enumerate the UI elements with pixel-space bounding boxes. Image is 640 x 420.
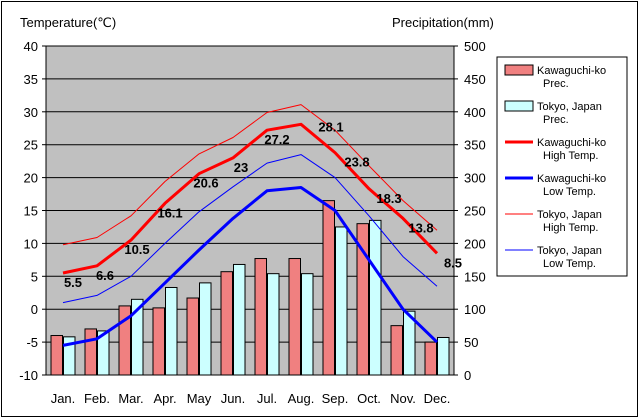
high-temp-label: 10.5 xyxy=(124,242,149,257)
high-temp-label: 20.6 xyxy=(193,176,218,191)
month-label: Dec. xyxy=(424,391,451,406)
left-tick-label: 15 xyxy=(24,204,38,219)
legend-swatch xyxy=(504,100,534,112)
axis-ticks: -10-505101520253035400501001502002503003… xyxy=(19,39,486,406)
month-label: May xyxy=(187,391,212,406)
bar-kawaguchiko-prec xyxy=(152,307,165,376)
high-temp-label: 27.2 xyxy=(264,132,289,147)
grid-lines xyxy=(46,78,454,343)
left-tick-label: 30 xyxy=(24,105,38,120)
legend-label: Kawaguchi-ko Prec. xyxy=(537,65,606,90)
left-tick-label: 0 xyxy=(31,302,38,317)
legend-tokyo-prec: Tokyo, Japan Prec. xyxy=(504,100,602,126)
bar-tokyo-prec xyxy=(165,286,178,376)
right-tick-label: 350 xyxy=(464,138,486,153)
month-label: Mar. xyxy=(118,391,143,406)
bar-tokyo-prec xyxy=(335,226,348,376)
right-tick-label: 50 xyxy=(464,335,478,350)
legend-label: Tokyo, Japan Low Temp. xyxy=(537,245,602,270)
legend-kawaguchiko-high: Kawaguchi-ko High Temp. xyxy=(505,137,606,162)
left-tick-label: 40 xyxy=(24,39,38,54)
bar-tokyo-prec xyxy=(403,310,416,376)
precipitation-bars xyxy=(50,200,450,376)
right-tick-label: 400 xyxy=(464,105,486,120)
right-axis-title: Precipitation(mm) xyxy=(392,15,494,30)
left-tick-label: 35 xyxy=(24,72,38,87)
legend-label: Kawaguchi-ko High Temp. xyxy=(537,137,606,162)
bar-kawaguchiko-prec xyxy=(186,297,199,376)
high-temp-label: 28.1 xyxy=(318,119,343,134)
month-label: Jun. xyxy=(221,391,246,406)
month-label: Sep. xyxy=(322,391,349,406)
left-axis-title: Temperature(℃) xyxy=(20,15,116,30)
month-label: Nov. xyxy=(390,391,416,406)
high-temp-label: 16.1 xyxy=(157,205,182,220)
high-temp-label: 23.8 xyxy=(344,155,369,170)
bar-tokyo-prec xyxy=(437,336,450,376)
legend-label: Kawaguchi-ko Low Temp. xyxy=(537,173,606,198)
month-label: Jan. xyxy=(51,391,76,406)
bar-tokyo-prec xyxy=(199,282,212,376)
bar-kawaguchiko-prec xyxy=(254,258,267,376)
line-kawaguchiko-low xyxy=(62,186,439,347)
bar-kawaguchiko-prec xyxy=(322,200,335,376)
high-temp-label: 18.3 xyxy=(376,191,401,206)
legend-tokyo-high: Tokyo, Japan High Temp. xyxy=(505,209,602,234)
bar-tokyo-prec xyxy=(369,219,382,376)
legend-kawaguchiko-low: Kawaguchi-ko Low Temp. xyxy=(505,173,606,198)
left-tick-label: -5 xyxy=(26,335,38,350)
month-label: Feb. xyxy=(84,391,110,406)
legend-label: Tokyo, Japan Prec. xyxy=(537,101,602,126)
bar-kawaguchiko-prec xyxy=(288,258,301,376)
high-temp-label: 23 xyxy=(234,160,248,175)
bar-kawaguchiko-prec xyxy=(390,325,403,376)
bar-kawaguchiko-prec xyxy=(84,328,97,376)
left-tick-label: 25 xyxy=(24,138,38,153)
left-tick-label: 5 xyxy=(31,269,38,284)
bar-tokyo-prec xyxy=(97,330,110,376)
legend-box xyxy=(496,56,628,277)
right-tick-label: 250 xyxy=(464,204,486,219)
legend-label: Tokyo, Japan High Temp. xyxy=(537,209,602,234)
high-temp-label: 5.5 xyxy=(64,275,82,290)
bar-kawaguchiko-prec xyxy=(50,335,63,376)
right-tick-label: 300 xyxy=(464,171,486,186)
bar-tokyo-prec xyxy=(63,336,76,376)
month-label: Aug. xyxy=(288,391,315,406)
right-tick-label: 150 xyxy=(464,269,486,284)
line-kawaguchiko-high xyxy=(62,122,439,275)
left-tick-label: -10 xyxy=(19,368,38,383)
legend: Kawaguchi-ko Prec. Tokyo, Japan Prec. Kawagu… xyxy=(504,64,606,270)
line-tokyo-high xyxy=(62,104,438,246)
bar-kawaguchiko-prec xyxy=(220,271,233,376)
right-tick-label: 200 xyxy=(464,236,486,251)
bar-tokyo-prec xyxy=(233,263,246,376)
right-tick-label: 500 xyxy=(464,39,486,54)
month-label: Apr. xyxy=(153,391,176,406)
bar-tokyo-prec xyxy=(267,273,280,376)
bar-tokyo-prec xyxy=(131,298,144,376)
data-labels: 5.5 6.6 10.5 16.1 20.6 23 27.2 28.1 23.8 18.3 13.8… xyxy=(64,119,462,290)
temperature-lines xyxy=(62,104,439,347)
bar-tokyo-prec xyxy=(301,273,314,376)
bar-kawaguchiko-prec xyxy=(118,305,131,376)
bar-kawaguchiko-prec xyxy=(424,341,437,376)
legend-kawaguchiko-prec: Kawaguchi-ko Prec. xyxy=(504,64,606,90)
right-tick-label: 450 xyxy=(464,72,486,87)
bar-kawaguchiko-prec xyxy=(356,223,369,376)
legend-swatch xyxy=(504,64,534,76)
left-tick-label: 10 xyxy=(24,236,38,251)
right-tick-label: 0 xyxy=(464,368,471,383)
left-tick-label: 20 xyxy=(24,171,38,186)
month-label: Oct. xyxy=(357,391,381,406)
month-label: Jul. xyxy=(257,391,277,406)
right-tick-label: 100 xyxy=(464,302,486,317)
line-tokyo-low xyxy=(62,154,438,304)
high-temp-label: 8.5 xyxy=(444,255,462,270)
high-temp-label: 13.8 xyxy=(408,220,433,235)
high-temp-label: 6.6 xyxy=(96,268,114,283)
legend-tokyo-low: Tokyo, Japan Low Temp. xyxy=(505,245,602,270)
